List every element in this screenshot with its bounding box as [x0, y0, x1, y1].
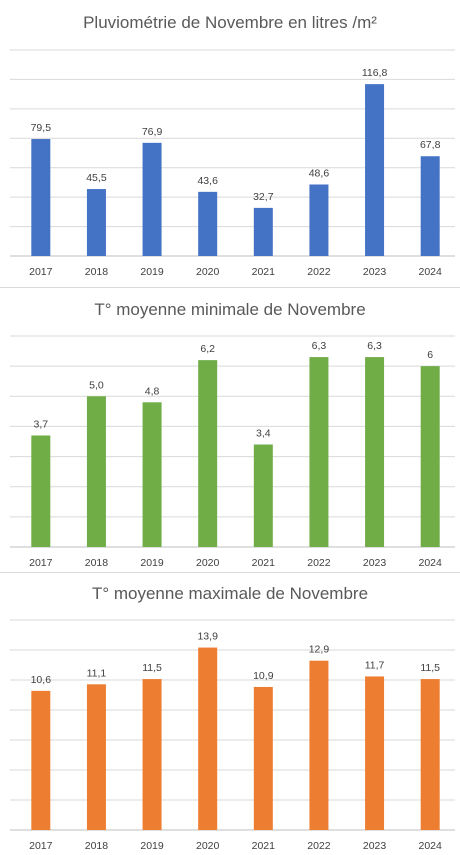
chart-panel-tmax: T° moyenne maximale de Novembre 10,6 2017 1… — [0, 573, 460, 855]
x-tick-label-2017: 2017 — [29, 840, 53, 852]
x-tick-label-2020: 2020 — [196, 266, 220, 278]
chart-title: Pluviométrie de Novembre en litres /m² — [83, 13, 377, 32]
x-tick-label-2023: 2023 — [363, 557, 387, 569]
x-tick-label-2018: 2018 — [85, 840, 109, 852]
x-tick-label-2024: 2024 — [419, 557, 443, 569]
data-label-2024: 6 — [427, 349, 433, 361]
data-label-2020: 6,2 — [200, 343, 215, 355]
data-label-2017: 79,5 — [31, 122, 52, 134]
data-label-2018: 45,5 — [86, 172, 107, 184]
bar-2022 — [309, 184, 329, 256]
bar-2021 — [253, 444, 273, 547]
x-tick-label-2022: 2022 — [307, 557, 331, 569]
x-tick-label-2024: 2024 — [419, 266, 443, 278]
data-label-2020: 43,6 — [197, 175, 218, 187]
bar-2020 — [198, 647, 218, 830]
x-tick-label-2017: 2017 — [29, 266, 53, 278]
data-label-2019: 76,9 — [142, 126, 163, 138]
bar-2019 — [142, 402, 162, 547]
chart-tmax: T° moyenne maximale de Novembre 10,6 2017 1… — [10, 584, 455, 852]
bar-2018 — [86, 189, 106, 256]
divider — [0, 572, 460, 573]
bar-2024 — [420, 156, 440, 256]
bar-2017 — [31, 690, 51, 830]
data-label-2022: 6,3 — [312, 340, 327, 352]
chart-panel-tmin: T° moyenne minimale de Novembre 3,7 2017 5,… — [0, 288, 460, 572]
bar-2020 — [198, 360, 218, 547]
x-tick-label-2017: 2017 — [29, 557, 53, 569]
chart-title: T° moyenne minimale de Novembre — [94, 300, 365, 319]
data-label-2021: 3,4 — [256, 428, 271, 440]
data-label-2018: 5,0 — [89, 379, 104, 391]
data-label-2019: 11,5 — [142, 662, 162, 674]
x-tick-label-2023: 2023 — [363, 840, 387, 852]
chart-title: T° moyenne maximale de Novembre — [92, 584, 368, 603]
x-tick-label-2020: 2020 — [196, 557, 220, 569]
x-tick-label-2019: 2019 — [140, 557, 164, 569]
bar-2023 — [365, 676, 385, 830]
data-label-2019: 4,8 — [145, 385, 160, 397]
bar-2022 — [309, 357, 329, 547]
bar-2019 — [142, 142, 162, 256]
bar-2021 — [253, 207, 273, 256]
x-tick-label-2021: 2021 — [252, 266, 276, 278]
x-tick-label-2020: 2020 — [196, 840, 220, 852]
bar-2017 — [31, 435, 51, 547]
bar-2023 — [365, 357, 385, 547]
data-label-2024: 11,5 — [420, 662, 440, 674]
x-tick-label-2019: 2019 — [140, 266, 164, 278]
bar-2023 — [365, 84, 385, 256]
data-label-2022: 48,6 — [309, 167, 330, 179]
chart-panel-rainfall: Pluviométrie de Novembre en litres /m² 79… — [0, 0, 460, 287]
chart-rainfall: Pluviométrie de Novembre en litres /m² 79… — [10, 13, 455, 278]
x-tick-label-2022: 2022 — [307, 266, 331, 278]
x-tick-label-2024: 2024 — [419, 840, 443, 852]
x-tick-label-2018: 2018 — [85, 557, 109, 569]
data-label-2023: 11,7 — [365, 659, 385, 671]
x-tick-label-2021: 2021 — [252, 557, 276, 569]
data-label-2023: 116,8 — [362, 67, 388, 79]
x-tick-label-2019: 2019 — [140, 840, 164, 852]
data-label-2017: 10,6 — [31, 674, 52, 686]
x-tick-label-2021: 2021 — [252, 840, 276, 852]
bar-2017 — [31, 139, 51, 256]
bar-2018 — [86, 684, 106, 830]
bar-2022 — [309, 660, 329, 830]
bar-2019 — [142, 679, 162, 830]
data-label-2018: 11,1 — [87, 667, 107, 679]
bar-2024 — [420, 679, 440, 830]
data-label-2024: 67,8 — [420, 139, 441, 151]
x-tick-label-2018: 2018 — [85, 266, 109, 278]
data-label-2020: 13,9 — [197, 631, 218, 643]
data-label-2021: 10,9 — [253, 670, 274, 682]
data-label-2021: 32,7 — [253, 191, 274, 203]
chart-tmin: T° moyenne minimale de Novembre 3,7 2017 5,… — [10, 300, 455, 569]
divider — [0, 287, 460, 288]
bar-2020 — [198, 191, 218, 256]
bar-2018 — [86, 396, 106, 547]
data-label-2017: 3,7 — [34, 418, 49, 430]
data-label-2023: 6,3 — [367, 340, 382, 352]
bar-2024 — [420, 366, 440, 547]
x-tick-label-2022: 2022 — [307, 840, 331, 852]
bar-2021 — [253, 686, 273, 830]
x-tick-label-2023: 2023 — [363, 266, 387, 278]
data-label-2022: 12,9 — [309, 644, 330, 656]
